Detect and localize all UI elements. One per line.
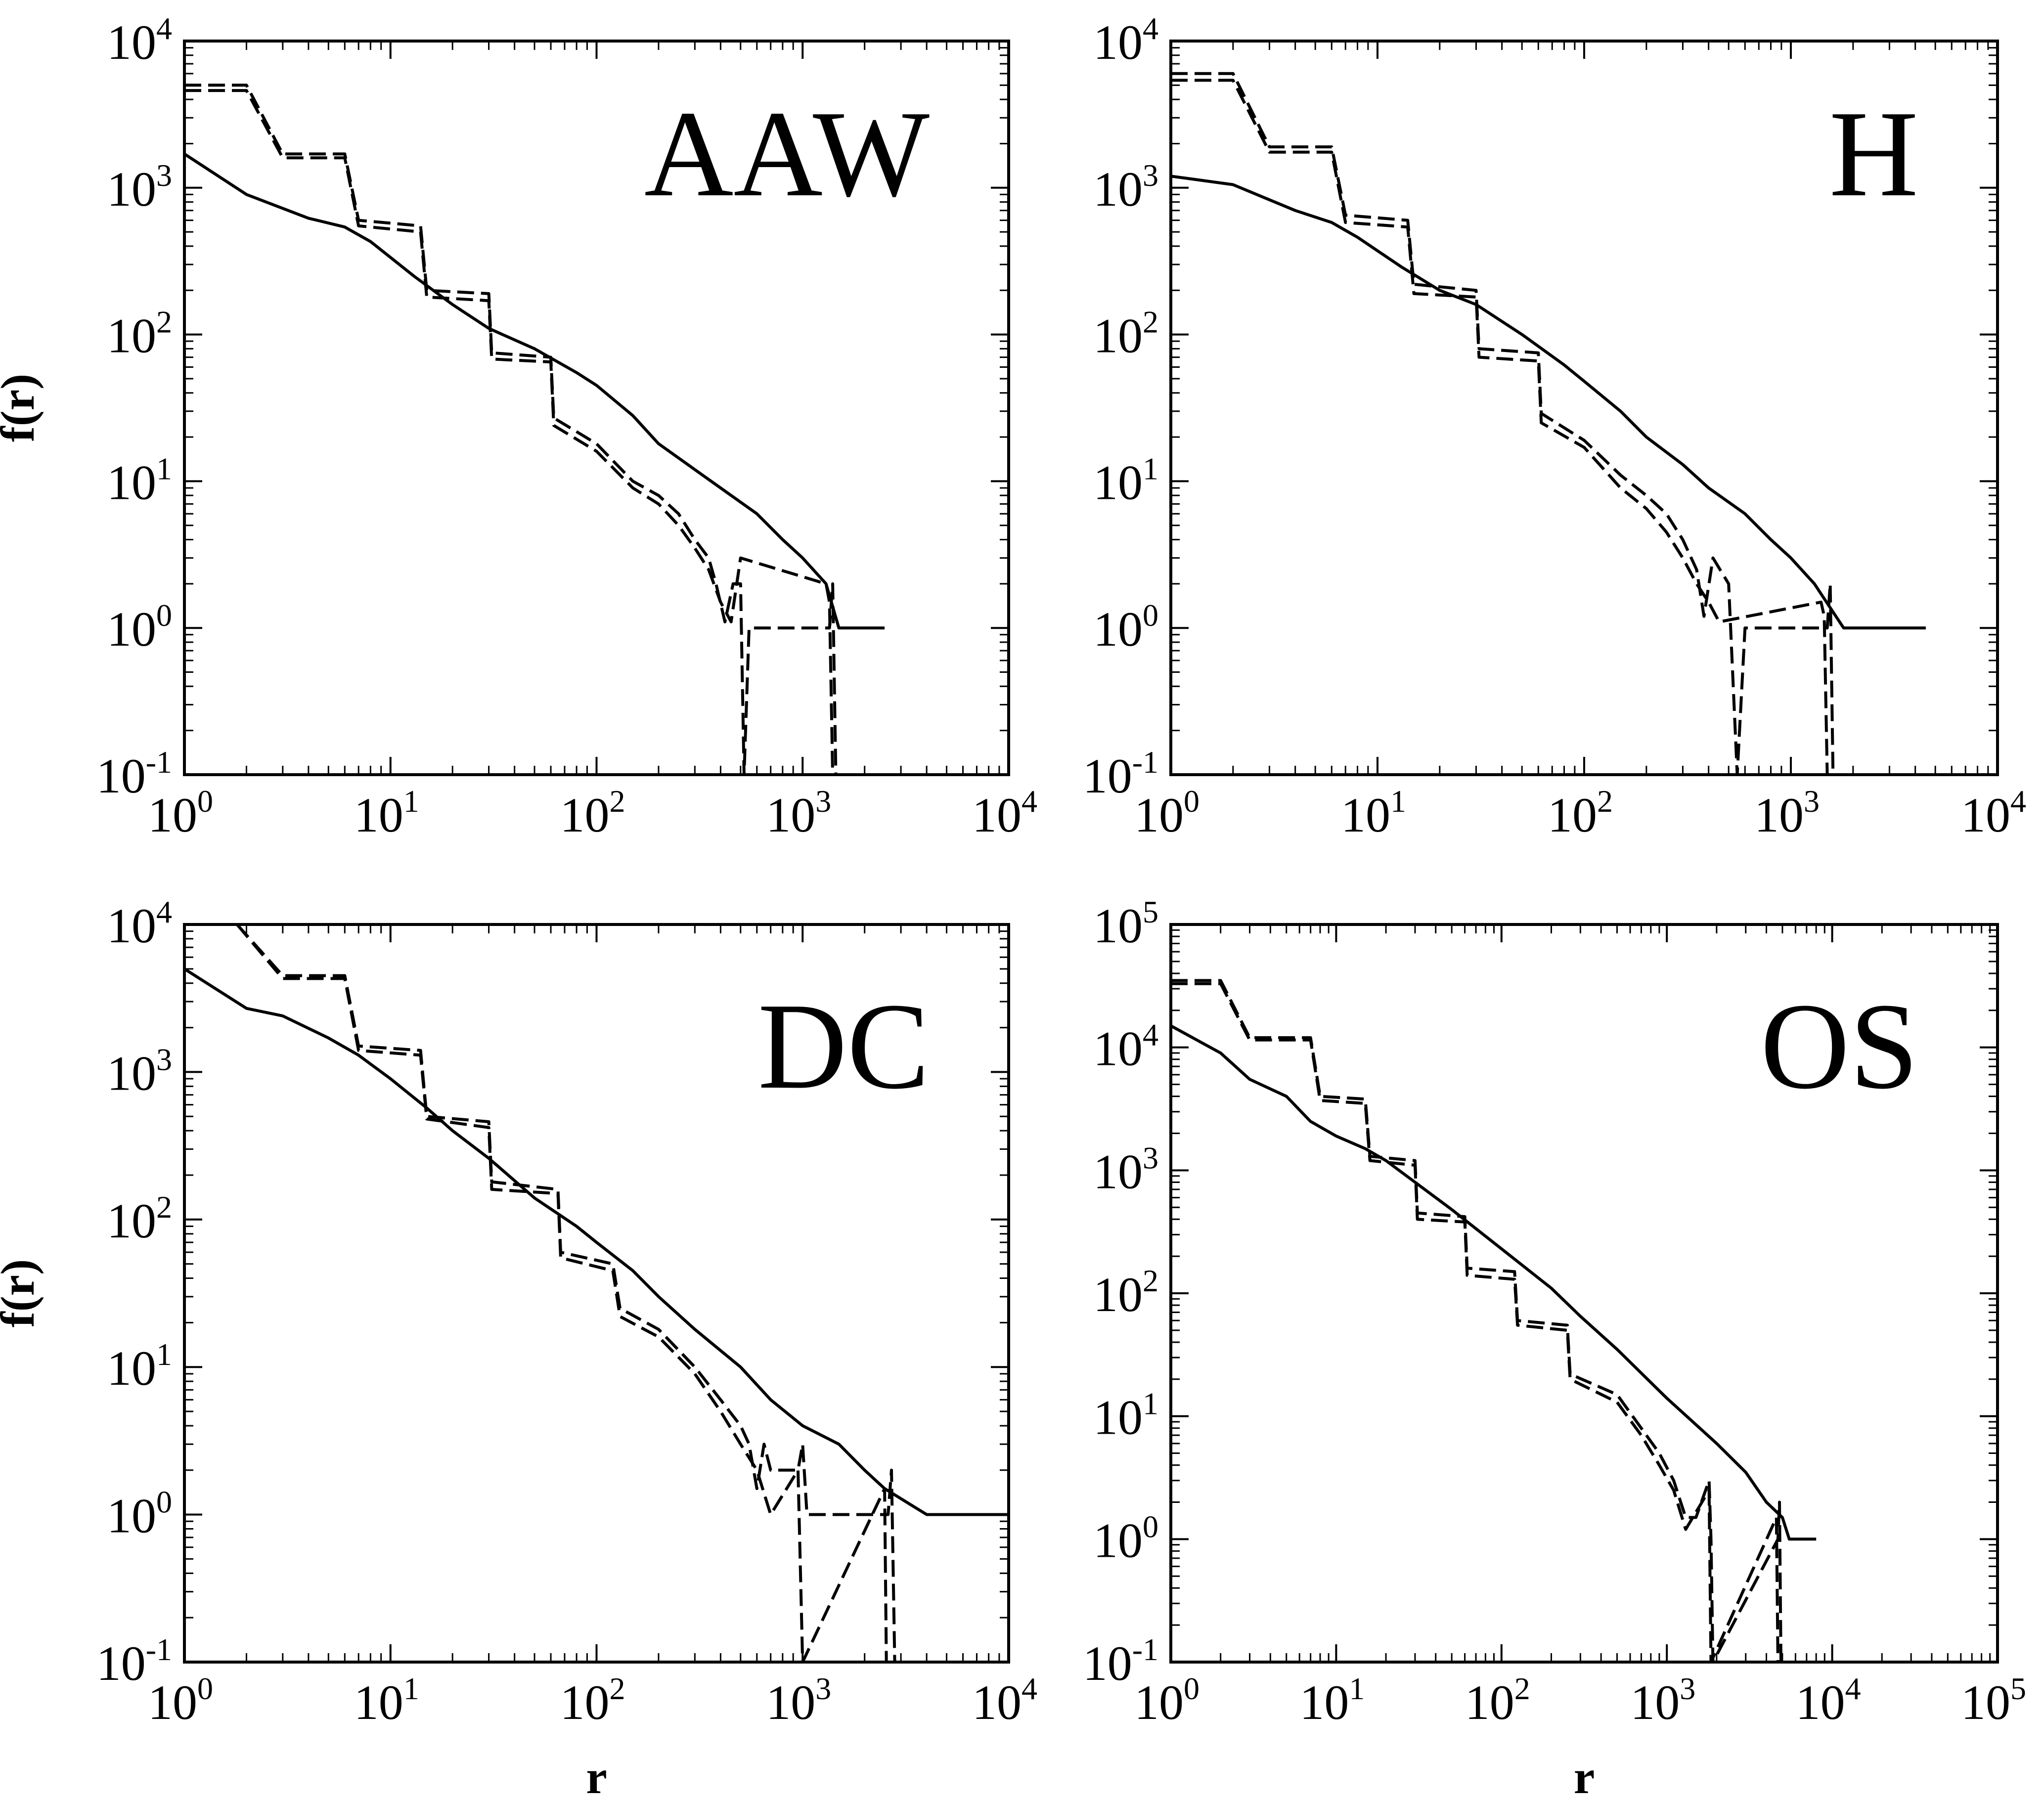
y-tick-label: 100 [1093,1509,1158,1568]
panel-title: DC [758,978,930,1115]
y-tick-label: 101 [107,1337,172,1396]
y-tick-label: 102 [107,1189,172,1248]
x-tick-label: 102 [1465,1671,1530,1730]
x-tick-label: 100 [148,784,213,842]
x-tick-label: 103 [766,784,831,842]
panel-title: H [1829,86,1918,222]
x-tick-label: 103 [766,1671,831,1730]
x-tick-label: 103 [1754,784,1820,842]
y-tick-label: 103 [107,158,172,217]
series-line-solid [184,967,1009,1516]
series-line-dashed-1 [1171,72,1835,775]
x-tick-label: 101 [354,784,419,842]
y-tick-label: 101 [1093,451,1158,510]
y-tick-label: 10-1 [1083,1632,1158,1691]
y-tick-label: 100 [107,598,172,657]
series-line-dashed-1 [184,84,838,775]
y-tick-label: 100 [1093,598,1158,657]
series-line-dashed-2 [1171,79,1829,775]
x-tick-label: 102 [560,1671,625,1730]
x-tick-label: 102 [560,784,625,842]
x-tick-label: 101 [1341,784,1406,842]
x-tick-label: 104 [1961,784,2026,842]
x-tick-label: 100 [1134,1671,1200,1730]
y-tick-label: 10-1 [1083,745,1158,803]
y-axis-label: f(r) [0,374,44,442]
panel-title: OS [1760,978,1918,1115]
y-tick-label: 105 [1093,894,1158,953]
y-tick-label: 101 [107,451,172,510]
x-tick-label: 105 [1961,1671,2026,1730]
chart-panel-os: 100 101 102 103 104 10510-1100101102103104105… [1083,894,2026,1800]
series-line-dashed-2 [1171,982,1779,1662]
y-tick-label: 10-1 [96,1632,172,1691]
x-tick-label: 101 [354,1671,419,1730]
y-tick-label: 102 [107,305,172,363]
y-tick-label: 104 [1093,11,1158,70]
y-tick-label: 104 [107,11,172,70]
series-line-solid [184,152,885,630]
y-tick-label: 102 [1093,1263,1158,1322]
chart-panel-aaw: 100 101 102 103 10410-1100101102103104f(r)AA… [0,11,1037,842]
y-axis-label: f(r) [0,1259,44,1328]
chart-panel-dc: 100 101 102 103 10410-1100101102103104f(r)rD… [0,894,1037,1800]
y-tick-label: 101 [1093,1386,1158,1445]
series-line-solid [1171,1024,1817,1541]
x-tick-label: 102 [1548,784,1613,842]
y-tick-label: 103 [1093,1140,1158,1199]
x-tick-label: 100 [148,1671,213,1730]
panel-title: AAW [644,86,930,222]
x-tick-label: 100 [1134,784,1200,842]
y-tick-label: 103 [1093,158,1158,217]
y-tick-label: 10-1 [96,745,172,803]
x-axis-label: r [586,1751,607,1800]
x-tick-label: 104 [972,784,1037,842]
y-tick-label: 104 [107,894,172,953]
y-tick-label: 100 [107,1485,172,1543]
x-axis-label: r [1574,1751,1595,1800]
x-tick-label: 101 [1299,1671,1365,1730]
y-tick-label: 104 [1093,1017,1158,1076]
x-tick-label: 103 [1630,1671,1695,1730]
series-line-dashed-2 [236,924,888,1662]
series-line-dashed-2 [184,89,835,775]
series-line-dashed-1 [1171,979,1782,1662]
x-tick-label: 104 [1796,1671,1861,1730]
y-tick-label: 102 [1093,305,1158,363]
y-tick-label: 103 [107,1042,172,1100]
x-tick-label: 104 [972,1671,1037,1730]
series-line-solid [1171,175,1926,630]
